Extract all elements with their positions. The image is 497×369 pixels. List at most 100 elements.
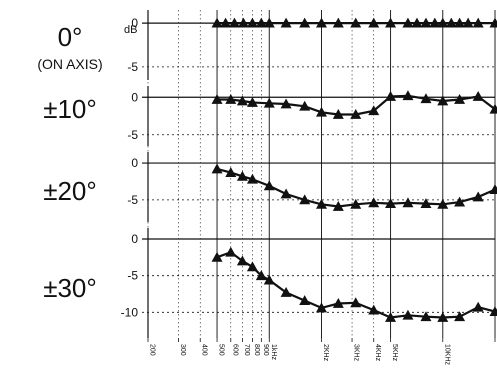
data-point <box>420 311 432 322</box>
y-tick-label: 0 <box>131 156 138 170</box>
data-point <box>211 251 223 262</box>
data-point <box>228 17 240 28</box>
data-point <box>454 196 466 207</box>
data-point <box>332 201 344 211</box>
series-line <box>216 250 496 319</box>
panel-0: 0 -5 <box>127 10 497 80</box>
data-point <box>489 184 497 194</box>
x-tick-label: 5KHz <box>391 344 398 362</box>
data-point <box>368 197 380 208</box>
y-tick-label: -10 <box>121 305 139 319</box>
data-point <box>236 255 248 266</box>
data-point <box>385 91 397 101</box>
data-point <box>263 274 275 285</box>
data-point <box>385 17 397 28</box>
data-point <box>402 197 414 208</box>
data-point <box>255 270 267 281</box>
x-tick-label: 400 <box>201 344 208 356</box>
data-point <box>385 311 397 322</box>
data-point <box>280 287 292 297</box>
data-point <box>462 17 474 28</box>
data-point <box>429 17 441 28</box>
x-tick-label: 600 <box>231 344 238 356</box>
panel-sublabel-0: (ON AXIS) <box>37 56 102 72</box>
vertical-gridlines <box>147 10 496 338</box>
data-point <box>225 167 237 178</box>
x-tick-label: 500 <box>218 344 225 356</box>
y-tick-label: -5 <box>127 128 138 142</box>
data-point <box>332 109 344 119</box>
data-point <box>236 170 248 181</box>
data-point <box>402 309 414 320</box>
data-point <box>263 180 275 191</box>
panel-label-1: ±10° <box>43 94 97 124</box>
panel-label-3: ±30° <box>43 273 97 303</box>
data-point <box>316 17 327 28</box>
panel-3: 0 -5 -10 <box>121 228 497 338</box>
data-point <box>332 17 344 28</box>
data-point <box>299 100 311 111</box>
data-point <box>350 17 362 28</box>
x-tick-label: 700 <box>243 344 250 356</box>
data-point <box>489 103 497 114</box>
data-point <box>368 17 380 28</box>
data-point <box>420 198 432 208</box>
x-tick-label: 300 <box>179 344 186 356</box>
data-point <box>454 17 466 28</box>
data-point <box>472 91 484 101</box>
data-point <box>411 17 423 28</box>
data-point <box>299 194 311 205</box>
data-point <box>280 188 292 199</box>
y-tick-label: -5 <box>127 193 138 207</box>
x-tick-label: 200 <box>149 344 156 356</box>
data-point <box>385 198 397 208</box>
y-tick-label: -5 <box>127 60 138 74</box>
data-point <box>368 105 380 116</box>
data-point <box>445 17 457 28</box>
data-point <box>220 17 232 28</box>
data-point <box>316 106 327 117</box>
data-point <box>350 198 362 209</box>
data-point <box>454 311 466 322</box>
data-point <box>350 109 362 119</box>
data-point <box>420 93 432 104</box>
data-point <box>437 198 449 209</box>
x-tick-label: 900 <box>262 344 269 356</box>
panel-label-2: ±20° <box>43 176 97 206</box>
data-point <box>472 191 484 202</box>
x-tick-label: 20KHz <box>496 344 497 366</box>
data-point <box>280 98 292 109</box>
data-point <box>437 95 449 106</box>
data-point <box>225 94 237 104</box>
data-point <box>472 301 484 312</box>
data-point <box>316 198 327 209</box>
y-tick-label: -5 <box>127 269 138 283</box>
panel-label-0: 0° <box>58 22 83 52</box>
panel-1: 0 -5 <box>127 86 497 146</box>
data-point <box>236 95 248 106</box>
x-tick-label: 800 <box>253 344 260 356</box>
data-point <box>368 304 380 315</box>
data-point <box>402 90 414 101</box>
data-point <box>472 17 484 28</box>
data-point <box>237 17 249 28</box>
data-point <box>489 17 497 28</box>
data-point <box>263 97 275 108</box>
x-tick-label: 10KHz <box>443 344 450 366</box>
data-point <box>280 17 292 28</box>
data-point <box>211 17 223 28</box>
data-point <box>299 295 311 305</box>
y-tick-label: 0 <box>131 232 138 246</box>
data-point <box>246 17 258 28</box>
data-point <box>332 298 344 308</box>
data-point <box>246 97 258 107</box>
data-point <box>489 306 497 316</box>
y-tick-label: 0 <box>131 16 138 30</box>
data-point <box>350 297 362 308</box>
data-point <box>255 17 267 28</box>
data-point <box>437 311 449 322</box>
data-point <box>437 17 449 28</box>
data-point <box>402 17 414 28</box>
y-tick-label: 0 <box>131 90 138 104</box>
